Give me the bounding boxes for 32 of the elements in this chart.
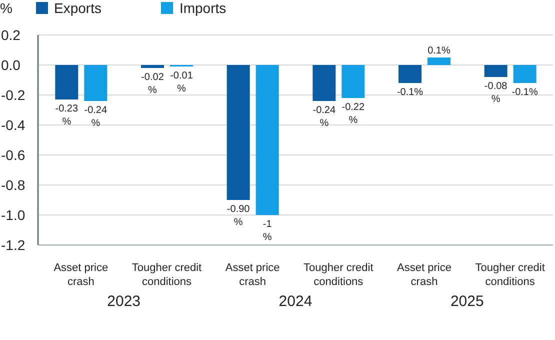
text: 2023: [106, 293, 142, 310]
y-tick-label: 0.2: [1, 27, 21, 43]
x-tick-label: Tougher credit conditions: [475, 262, 545, 288]
legend-label: Imports: [179, 0, 226, 16]
data-label: -0.01 %: [170, 70, 194, 94]
y-tick-label: -1.0: [1, 207, 26, 223]
data-label: -0.24 %: [312, 105, 336, 129]
data-label: 0.1%: [428, 46, 451, 56]
data-label: -0.1%: [396, 87, 424, 98]
x-tick-label: Tougher credit conditions: [304, 262, 374, 288]
x-tick-label: Asset price crash: [397, 262, 452, 288]
data-label: -0.24 %: [84, 105, 108, 129]
data-label: -0.22 %: [342, 102, 365, 126]
data-label: -1 %: [262, 219, 272, 243]
x-tick-label: Asset price crash: [54, 262, 108, 288]
text: 2025: [449, 293, 485, 310]
y-tick-label: -0.6: [1, 147, 26, 163]
x-tick-label: Asset price crash: [225, 262, 280, 288]
data-label: -0.02 %: [141, 72, 164, 96]
x-tick-label: Tougher credit conditions: [132, 262, 202, 288]
y-tick-label: -0.8: [1, 177, 26, 193]
data-label: -0.90 %: [226, 204, 250, 228]
data-label: -0.23 %: [55, 104, 78, 128]
y-tick-label: -1.2: [1, 237, 26, 253]
y-tick-label: 0.0: [1, 57, 21, 73]
text: 2024: [278, 293, 314, 310]
y-tick-label: -0.2: [1, 87, 26, 103]
data-label: -0.08 %: [484, 81, 508, 105]
legend-label: Exports: [54, 0, 102, 16]
data-label: -0.1%: [512, 87, 538, 98]
y-tick-label: -0.4: [1, 117, 26, 133]
y-axis-title: %: [0, 0, 12, 16]
